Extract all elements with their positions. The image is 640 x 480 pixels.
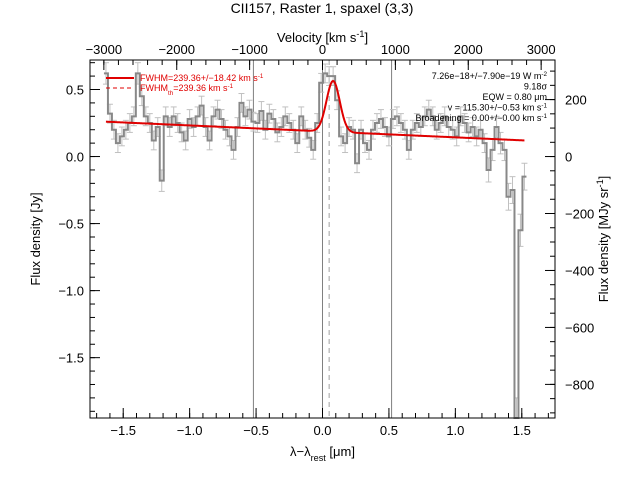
x-tick-label: −1.0 <box>177 423 203 438</box>
x2-tick-label: 3000 <box>527 42 556 57</box>
fit-series <box>105 79 525 142</box>
fit-curve <box>105 79 525 142</box>
y-axis-title-text: Flux density [Jy] <box>28 192 43 285</box>
annotation-line: EQW = 0.80 μm <box>483 92 547 102</box>
x2-axis-title-text: Velocity [km s-1] <box>277 29 368 45</box>
y-tick-label: −1.5 <box>58 351 84 366</box>
y2-tick-label: 0 <box>565 150 572 165</box>
y2-axis-title: Flux density [MJy sr-1] <box>595 176 611 303</box>
x-tick-label: 1.0 <box>446 423 464 438</box>
y-tick-label: 0.5 <box>66 82 84 97</box>
x2-tick-label: −2000 <box>158 42 195 57</box>
y2-tick-label: −800 <box>565 377 594 392</box>
x2-tick-label: −1000 <box>231 42 268 57</box>
x-tick-label: 0.5 <box>380 423 398 438</box>
x2-tick-label: 1000 <box>381 42 410 57</box>
legend: FWHM=239.36+/−18.42 km s-1FWHMth=239.36 … <box>106 73 264 97</box>
chart-title: CII157, Raster 1, spaxel (3,3) <box>231 0 414 16</box>
y2-tick-label: −400 <box>565 263 594 278</box>
y2-tick-label: 200 <box>565 93 587 108</box>
tick-labels: −1.5 −1.0 −0.5 0.0 0.5 1.0 1.5−3000 −2000 −1000 0… <box>58 42 594 438</box>
axis-ticks <box>90 60 555 418</box>
x-tick-label: 0.0 <box>313 423 331 438</box>
x-tick-label: −1.5 <box>110 423 136 438</box>
legend-theoretical-label: FWHMth=239.36 km s-1 <box>140 83 234 97</box>
x-tick-label: 1.5 <box>513 423 531 438</box>
y2-axis-title-text: Flux density [MJy sr-1] <box>595 176 611 303</box>
x2-tick-label: 2000 <box>454 42 483 57</box>
y2-tick-label: −200 <box>565 207 594 222</box>
legend-fit-label: FWHM=239.36+/−18.42 km s-1 <box>140 73 264 84</box>
x-tick-label: −0.5 <box>243 423 269 438</box>
annotation-line: 9.18σ <box>524 82 548 92</box>
x-axis-title-text: λ−λrest [μm] <box>290 444 355 463</box>
x2-tick-label: −3000 <box>86 42 123 57</box>
x-axis-title: λ−λrest [μm] <box>290 444 355 463</box>
y-tick-label: 0.0 <box>66 150 84 165</box>
y-axis-title: Flux density [Jy] <box>28 192 43 285</box>
y-tick-label: −0.5 <box>58 217 84 232</box>
x2-tick-label: 0 <box>319 42 326 57</box>
x2-axis-title: Velocity [km s-1] <box>277 29 368 45</box>
annotation-line: Broadening = 0.00+/−0.00 km s-1 <box>416 113 548 124</box>
y2-tick-label: −600 <box>565 320 594 335</box>
annotation-line: v = 115.30+/−0.53 km s-1 <box>448 102 548 113</box>
annotation-line: 7.26e−18+/−7.90e−19 W m-2 <box>432 71 548 82</box>
y-tick-label: −1.0 <box>58 284 84 299</box>
